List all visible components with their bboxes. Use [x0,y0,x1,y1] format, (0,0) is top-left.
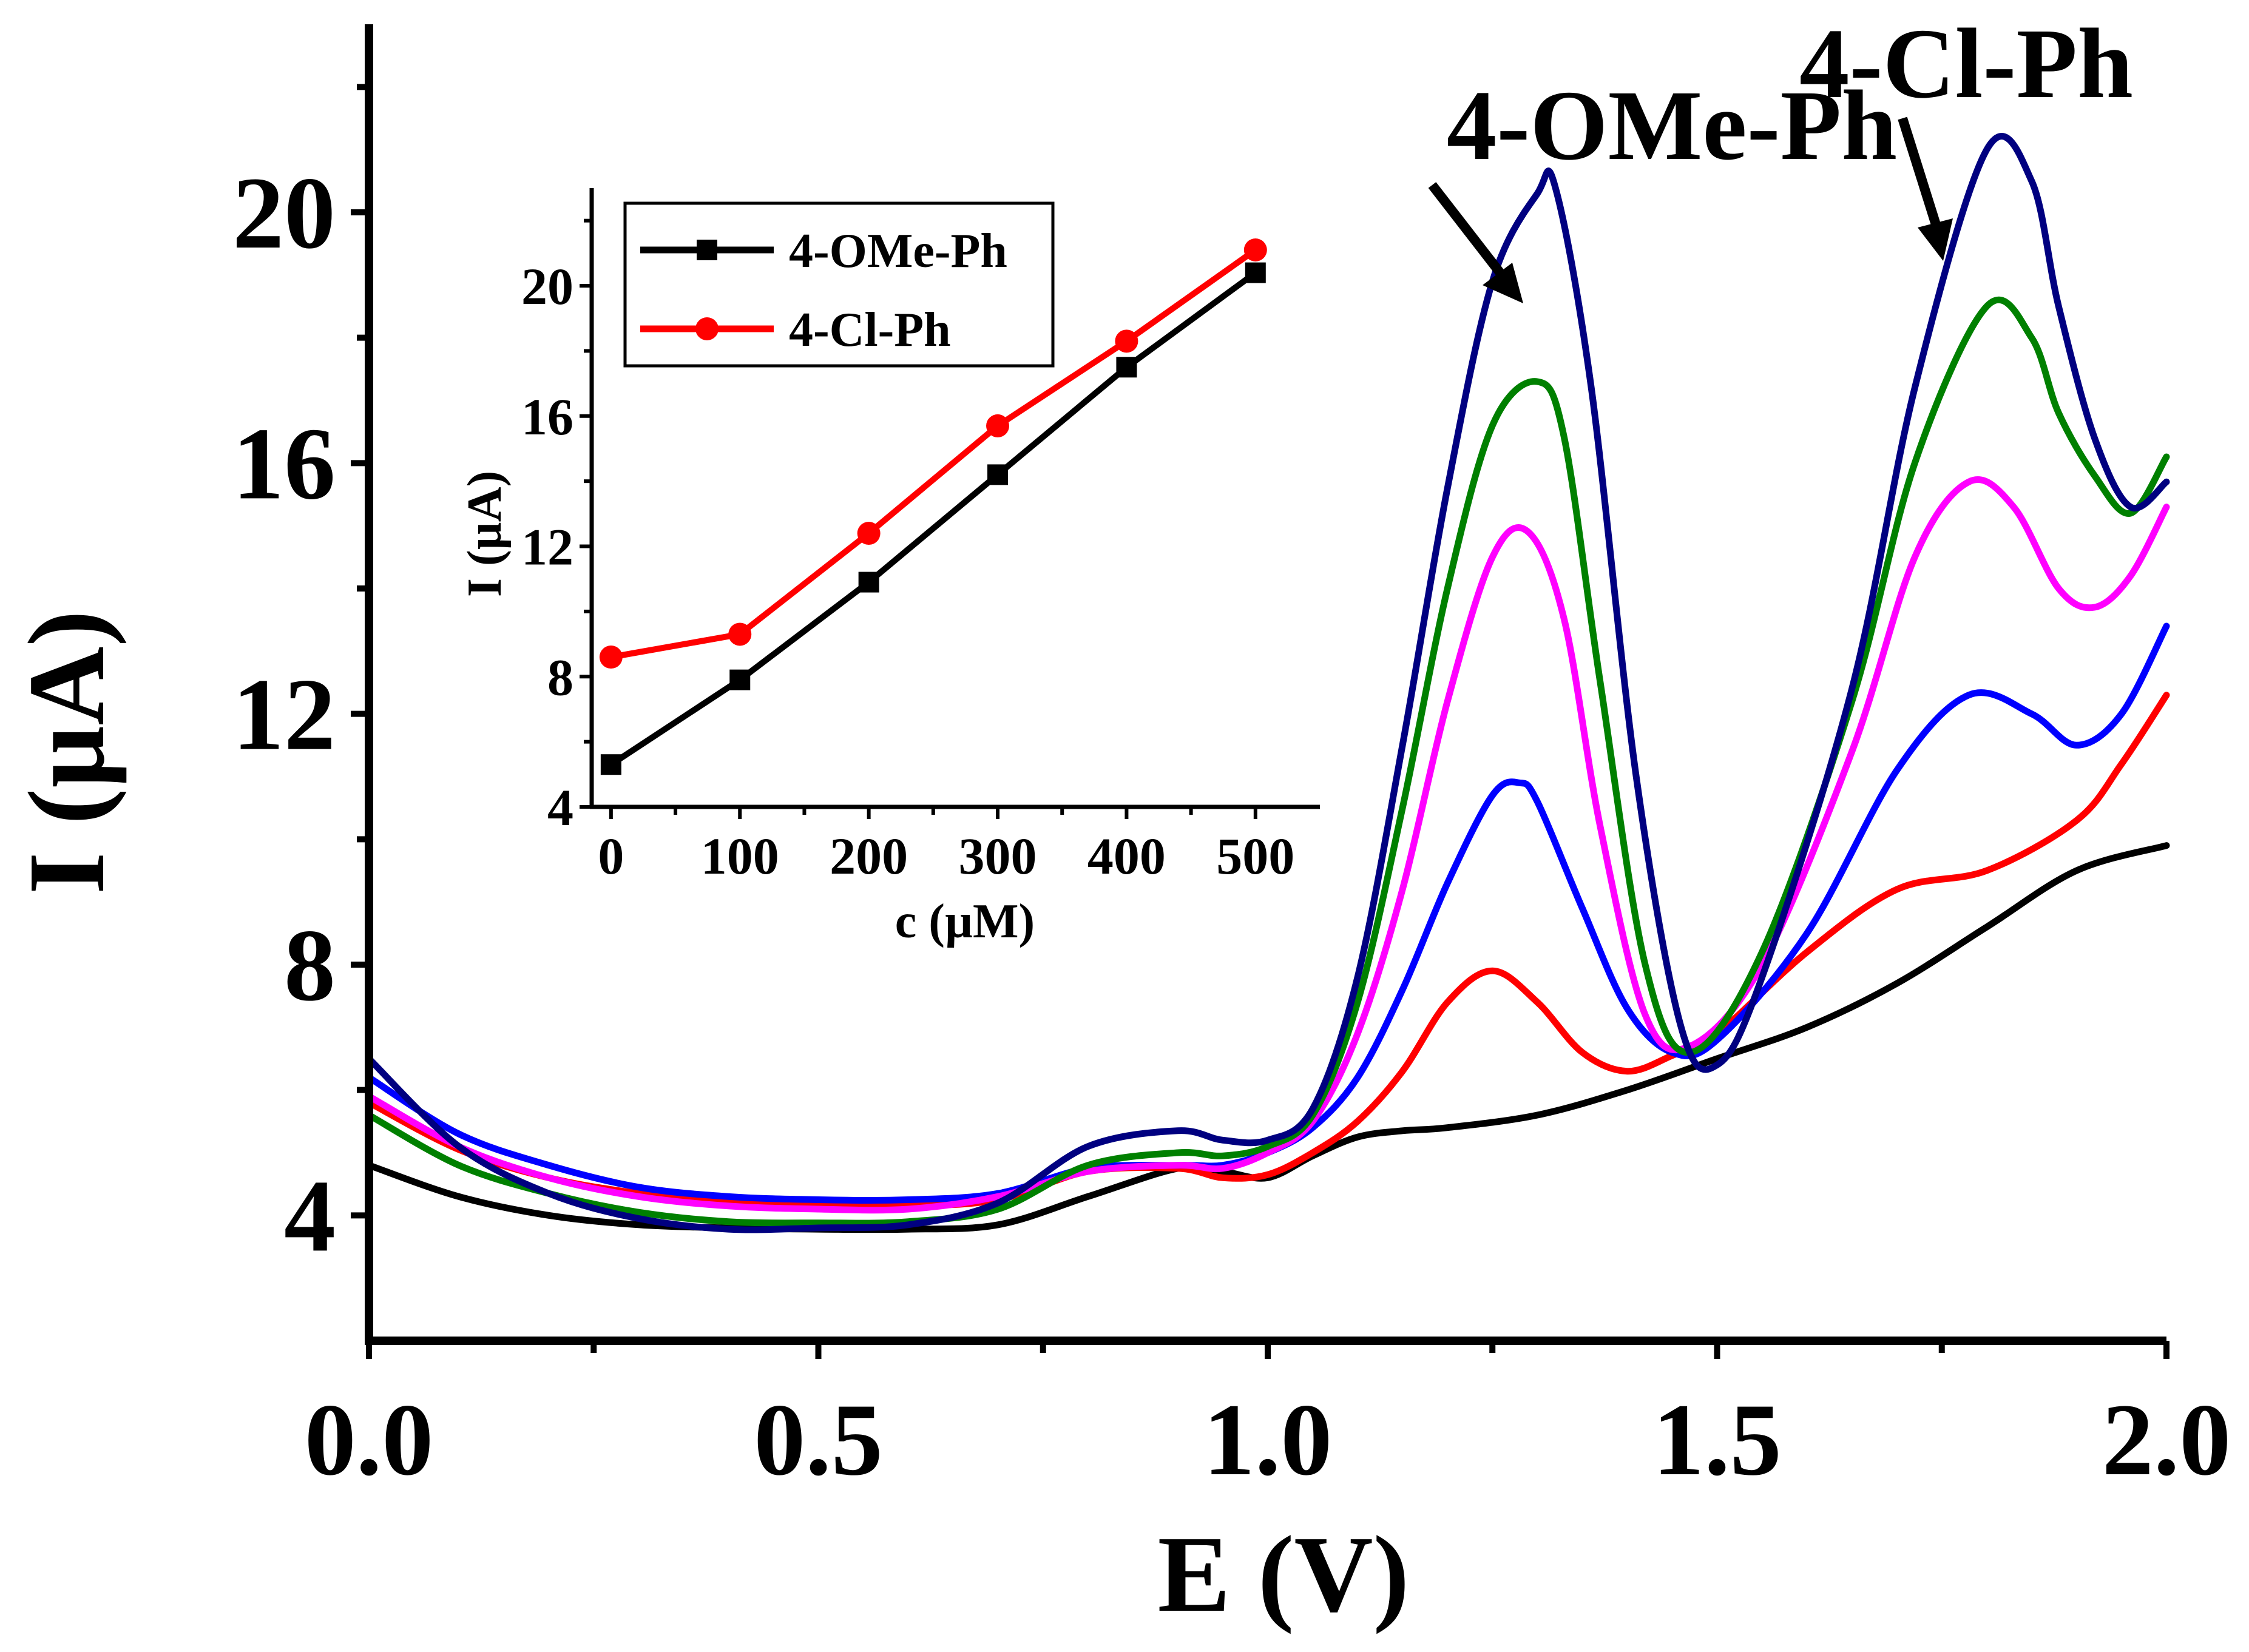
inset-y-tick-label: 20 [521,257,573,315]
inset-y-tick-label: 4 [547,778,573,837]
inset-point-circle [728,622,752,646]
legend-label-4-ome-ph: 4-OMe-Ph [789,224,1007,278]
main-series-line-4 [365,296,2170,1227]
inset-legend: 4-OMe-Ph 4-Cl-Ph [623,201,1055,368]
main-y-axis-label: I (µA) [6,610,127,895]
inset-axes [580,188,1320,819]
inset-x-tick-label: 300 [959,827,1037,885]
annotation-arrow-4-cl-ph [1898,116,1953,261]
annotation-arrow-4-ome-ph [1428,182,1523,303]
legend-marker-square [697,240,717,260]
inset-point-circle [1115,329,1138,353]
inset-x-axis-label: c (µM) [895,895,1035,948]
main-y-tick-label: 20 [232,156,336,270]
main-x-tick-label: 2.0 [2102,1383,2231,1497]
inset-x-tick-label: 400 [1087,827,1166,885]
inset-y-tick-label: 12 [521,518,573,576]
inset-point-square [729,669,751,690]
inset-point-square [1245,262,1266,283]
main-series-line-3 [365,476,2170,1214]
main-tick-labels: 4 8 12 16 20 0.0 0.5 1.0 1.5 2.0 [232,156,2231,1497]
inset-series-line-1 [610,247,1257,661]
annotation-4-ome-ph: 4-OMe-Ph [1447,70,1897,181]
inset-point-square [600,754,621,775]
inset-point-square [858,571,879,593]
inset-series-line-0 [609,270,1257,767]
main-x-tick-label: 1.0 [1203,1383,1333,1497]
main-series-line-5 [365,133,2170,1233]
inset-y-axis-label: I (µA) [458,471,512,597]
inset-point-square [987,464,1009,485]
main-x-tick-label: 0.0 [305,1383,434,1497]
main-x-tick-label: 0.5 [754,1383,883,1497]
inset-point-circle [857,522,881,545]
inset-y-tick-label: 8 [547,648,573,706]
inset-x-tick-label: 500 [1216,827,1294,885]
inset-x-tick-label: 100 [701,827,779,885]
main-y-tick-label: 16 [232,406,336,521]
main-y-tick-label: 12 [232,658,336,772]
legend-box [623,201,1055,368]
inset-y-tick-label: 16 [521,388,573,446]
main-series-line-2 [365,622,2170,1204]
inset-x-tick-label: 0 [598,827,624,885]
inset-point-circle [986,414,1010,437]
inset-point-circle [599,646,623,669]
inset-x-tick-label: 200 [830,827,908,885]
main-x-axis-label: E (V) [1158,1514,1410,1634]
main-y-tick-label: 4 [284,1159,336,1273]
main-y-tick-label: 8 [284,908,336,1022]
main-curves [365,133,2170,1233]
legend-marker-circle [695,317,719,340]
legend-label-4-cl-ph: 4-Cl-Ph [789,303,951,357]
main-x-tick-label: 1.5 [1652,1383,1782,1497]
inset-point-circle [1243,238,1267,261]
annotation-4-cl-ph: 4-Cl-Ph [1799,8,2133,119]
inset-point-square [1116,357,1137,378]
main-axes [351,24,2170,1359]
inset-lines [599,238,1267,775]
